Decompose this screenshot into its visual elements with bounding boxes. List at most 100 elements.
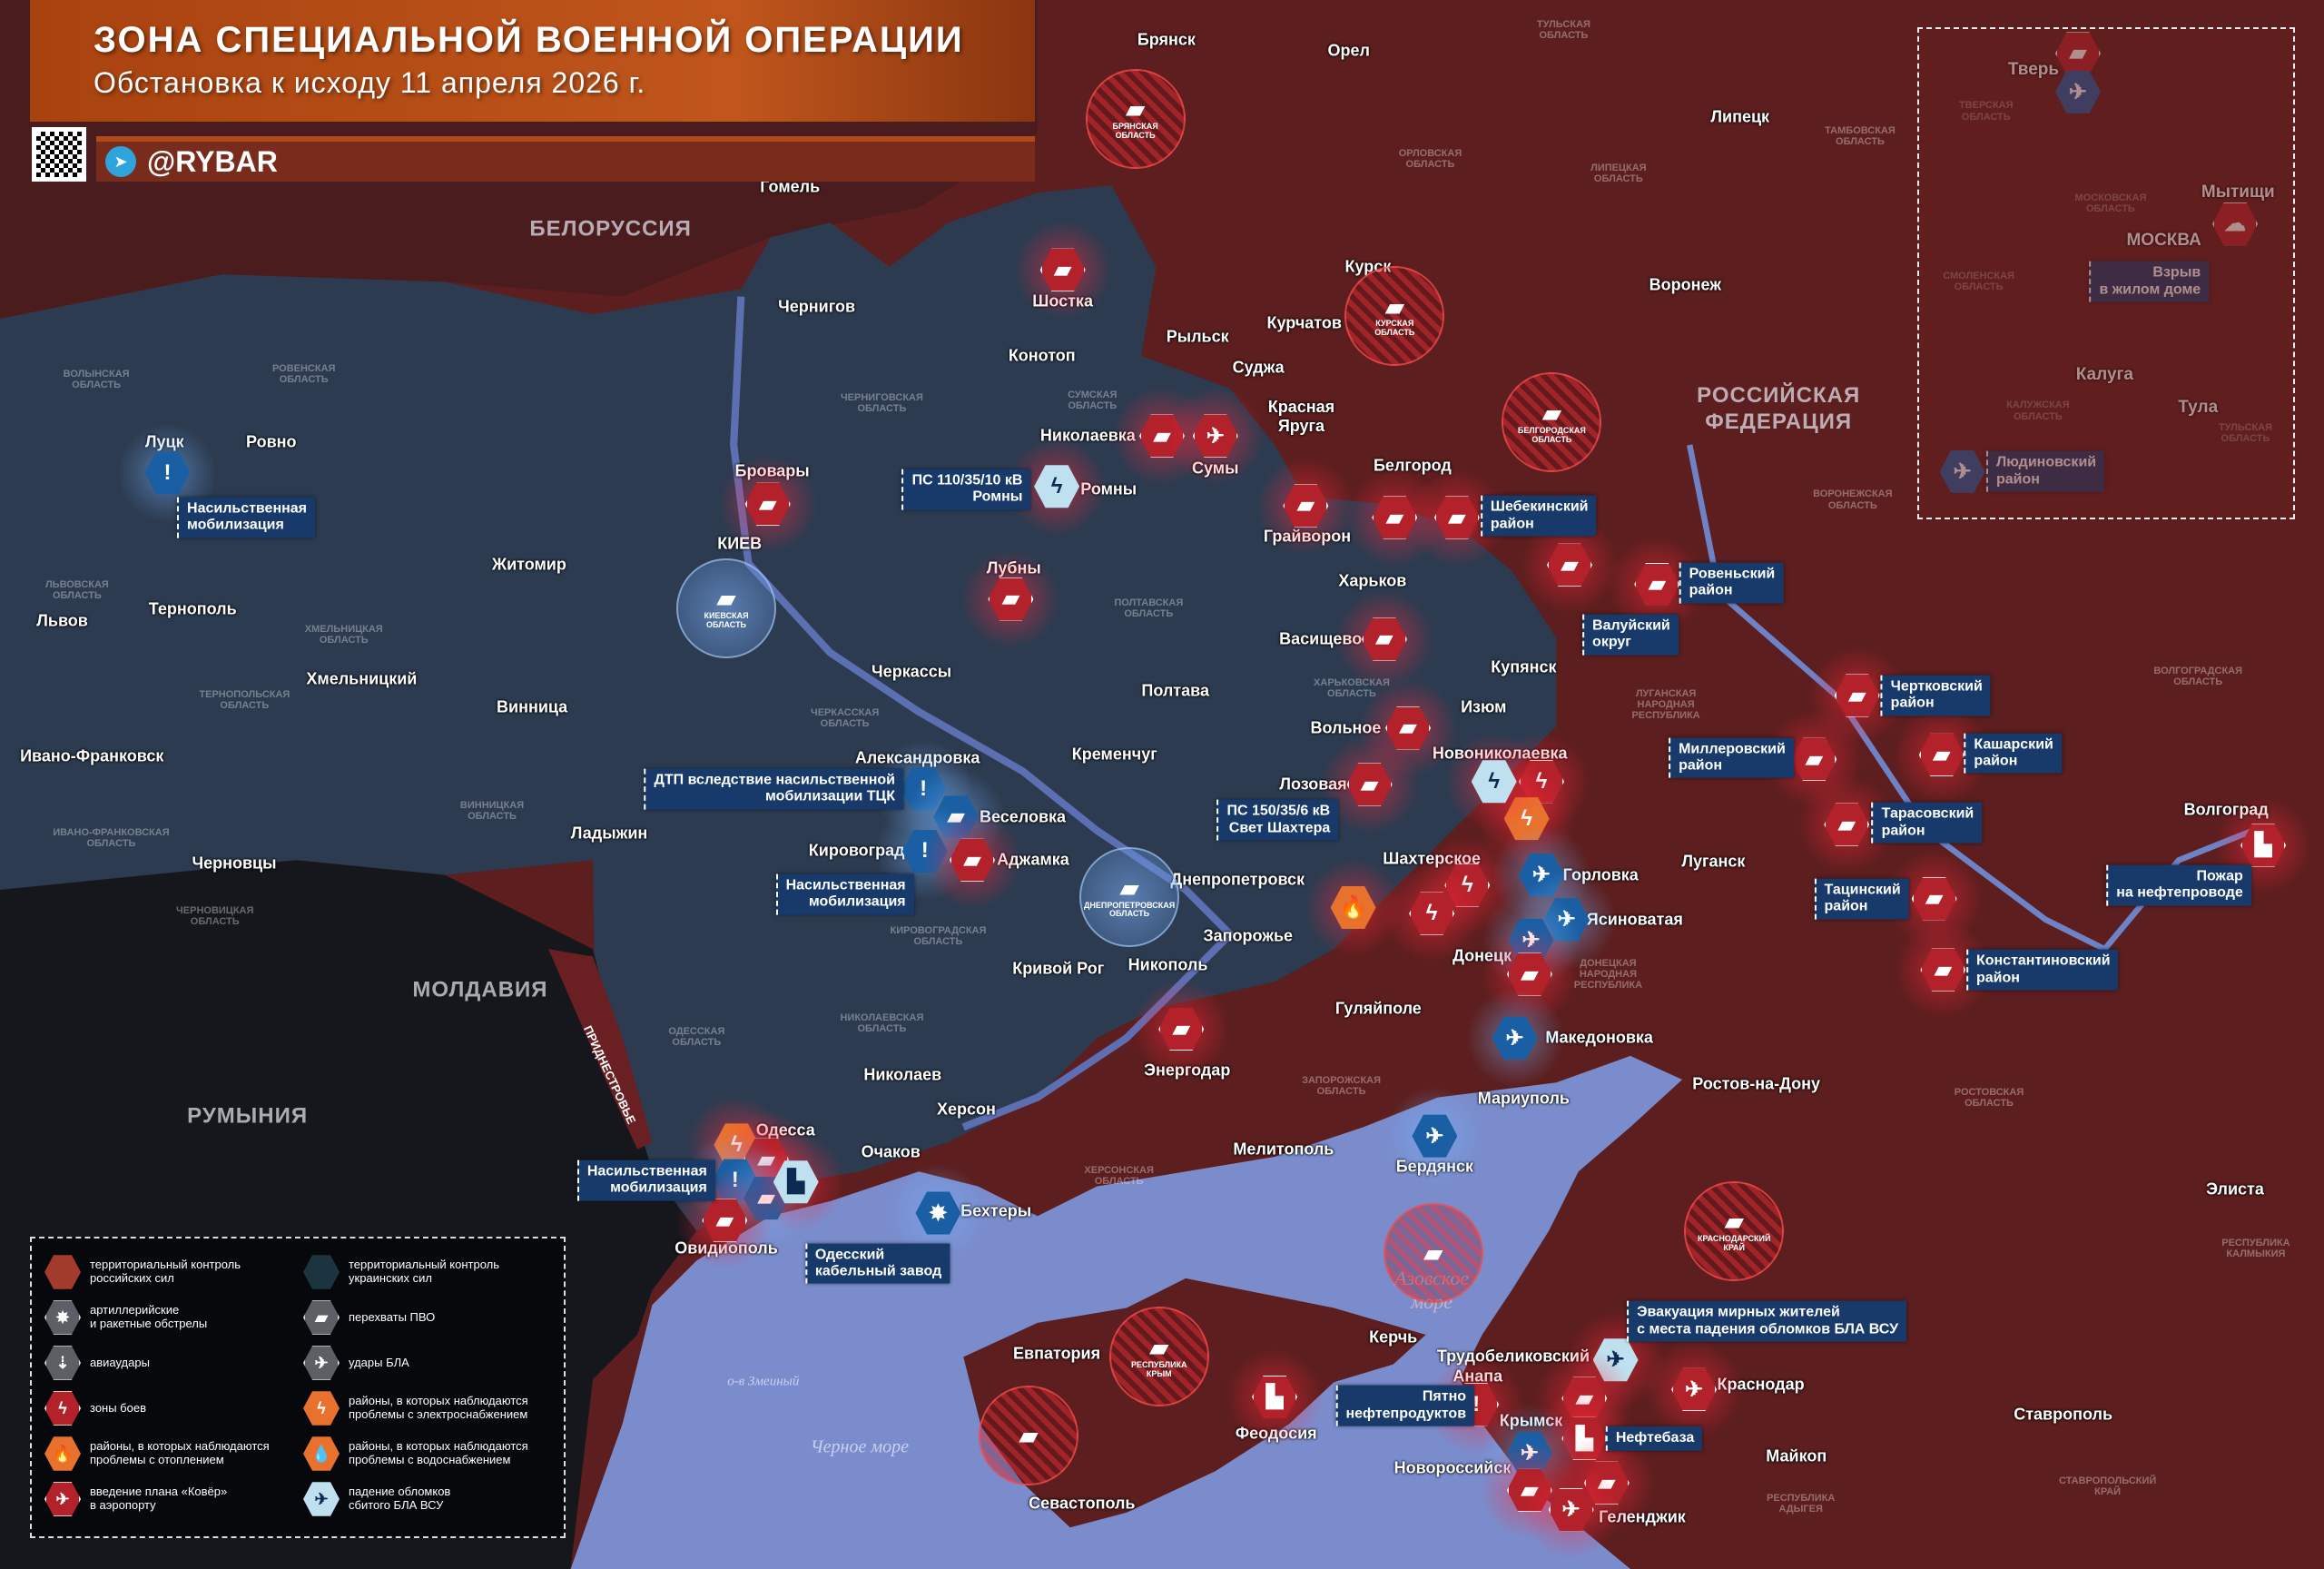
air-defense-icon[interactable]: ▰ bbox=[1546, 543, 1592, 587]
air-defense-icon[interactable]: ▰ bbox=[1039, 248, 1086, 291]
water-icon: 💧 bbox=[303, 1436, 340, 1471]
legend-item: ✸ артиллерийские и ракетные обстрелы bbox=[44, 1295, 292, 1340]
event-callout[interactable]: Одесский кабельный завод bbox=[804, 1243, 950, 1284]
drone-icon[interactable]: ✈ bbox=[1412, 1114, 1458, 1158]
city-label: Грайворон bbox=[1263, 527, 1352, 546]
city-label: Лубны bbox=[986, 558, 1041, 577]
fight-zone-icon[interactable]: ϟ bbox=[1409, 892, 1455, 935]
city-label: Черновцы bbox=[192, 854, 277, 873]
city-label: Чернигов bbox=[778, 297, 856, 316]
city-label: Вольное bbox=[1310, 718, 1382, 737]
event-callout[interactable]: ПС 110/35/10 кВ Ромны bbox=[901, 469, 1031, 510]
city-label: Новороссийск bbox=[1393, 1458, 1512, 1477]
city-label: Кривой Рог bbox=[1012, 959, 1105, 978]
city-label: Харьков bbox=[1338, 571, 1407, 590]
city-label: Александровка bbox=[854, 748, 980, 767]
event-callout[interactable]: Насильственная мобилизация bbox=[576, 1159, 715, 1201]
drone-icon: ✈ bbox=[303, 1482, 340, 1516]
event-callout[interactable]: Насильственная мобилизация bbox=[177, 497, 316, 538]
air-defense-icon[interactable]: ▰ bbox=[1158, 1007, 1205, 1051]
region-label: ТУЛЬСКАЯ ОБЛАСТЬ bbox=[1536, 18, 1590, 41]
legend-item: ▰ перехваты ПВО bbox=[303, 1295, 551, 1340]
event-callout[interactable]: Валуйский округ bbox=[1582, 614, 1679, 656]
drone-icon[interactable]: ✈ bbox=[1492, 1016, 1538, 1060]
event-callout[interactable]: Константиновский район bbox=[1965, 949, 2119, 991]
telegram-icon: ➤ bbox=[105, 146, 136, 177]
country-label: РОССИЙСКАЯ ФЕДЕРАЦИЯ bbox=[1697, 382, 1861, 434]
fire-icon: 🔥 bbox=[44, 1436, 81, 1471]
city-label: Майкоп bbox=[1766, 1446, 1827, 1465]
region-label: ЧЕРНОВИЦКАЯ ОБЛАСТЬ bbox=[176, 905, 254, 928]
region-label: ЛУГАНСКАЯ НАРОДНАЯ РЕСПУБЛИКА bbox=[1631, 687, 1700, 721]
event-callout[interactable]: Эвакуация мирных жителей с места падения… bbox=[1627, 1300, 1907, 1342]
event-callout[interactable]: Нефтебаза bbox=[1605, 1426, 1703, 1451]
airplane-icon[interactable]: ✈ bbox=[1548, 1488, 1594, 1532]
event-callout[interactable]: Тарасовский район bbox=[1871, 803, 1983, 844]
air-defense-icon[interactable]: ▰ bbox=[1634, 563, 1680, 606]
air-defense-icon[interactable]: ▰ bbox=[1361, 617, 1407, 661]
event-callout[interactable]: Ровеньский район bbox=[1679, 562, 1784, 604]
event-callout[interactable]: Миллеровский район bbox=[1669, 737, 1794, 778]
air-defense-icon[interactable]: ▰ bbox=[1283, 484, 1329, 528]
city-label: Купянск bbox=[1491, 657, 1557, 676]
air-defense-icon: ▰ bbox=[1725, 1208, 1744, 1236]
qr-code[interactable] bbox=[32, 127, 86, 182]
region-label: ЛИПЕЦКАЯ ОБЛАСТЬ bbox=[1590, 162, 1647, 185]
air-defense-icon[interactable]: ▰ bbox=[1346, 763, 1393, 806]
city-label: Херсон bbox=[937, 1100, 996, 1119]
region-label: ВИННИЦКАЯ ОБЛАСТЬ bbox=[459, 800, 525, 823]
air-defense-icon: ▰ bbox=[1542, 400, 1561, 428]
transnistria bbox=[548, 949, 653, 1150]
air-defense-icon[interactable]: ▰ bbox=[988, 577, 1034, 621]
sea-label: о-в Змеиный bbox=[727, 1374, 800, 1389]
region-strike-circle: ▰ БЕЛГОРОДСКАЯ ОБЛАСТЬ bbox=[1502, 372, 1602, 473]
air-defense-icon[interactable]: ▰ bbox=[950, 838, 996, 882]
event-callout[interactable]: Пятно нефтепродуктов bbox=[1335, 1385, 1475, 1426]
city-label: Феодосия bbox=[1235, 1424, 1317, 1443]
event-callout[interactable]: Шебекинский район bbox=[1480, 495, 1597, 537]
airplane-icon[interactable]: ✈ bbox=[1671, 1367, 1718, 1411]
air-defense-icon[interactable]: ▰ bbox=[702, 1199, 748, 1242]
power-icon[interactable]: ϟ bbox=[1034, 465, 1080, 508]
shelling-icon[interactable]: ✸ bbox=[915, 1191, 961, 1235]
legend-text: районы, в которых наблюдаются проблемы с… bbox=[349, 1394, 528, 1421]
city-label: Луганск bbox=[1681, 852, 1746, 871]
city-label: Ладыжин bbox=[570, 824, 648, 843]
event-callout[interactable]: Кашарский район bbox=[1964, 733, 2062, 775]
city-label: Днепропетровск bbox=[1170, 870, 1305, 889]
event-callout[interactable]: Пожар на нефтепроводе bbox=[2106, 864, 2251, 906]
event-callout[interactable]: Чертковский район bbox=[1880, 675, 1991, 716]
region-label: ДОНЕЦКАЯ НАРОДНАЯ РЕСПУБЛИКА bbox=[1573, 957, 1643, 992]
event-callout[interactable]: Тацинский район bbox=[1814, 878, 1909, 920]
air-defense-icon: ▰ bbox=[1423, 1238, 1443, 1267]
city-label: Запорожье bbox=[1203, 926, 1294, 945]
region-strike-circle: ▰ РЕСПУБЛИКА КРЫМ bbox=[1108, 1307, 1209, 1407]
telegram-bar[interactable]: ➤ @RYBAR bbox=[96, 136, 1035, 182]
region-label: РЕСПУБЛИКА АДЫГЕЯ bbox=[1767, 1493, 1836, 1515]
region-label: ЛЬВОВСКАЯ ОБЛАСТЬ bbox=[44, 578, 109, 602]
fire-icon[interactable]: 🔥 bbox=[1330, 886, 1376, 930]
event-callout[interactable]: Насильственная мобилизация bbox=[775, 873, 914, 915]
header: ЗОНА СПЕЦИАЛЬНОЙ ВОЕННОЙ ОПЕРАЦИИ Обстан… bbox=[30, 0, 1035, 122]
legend-text: зоны боев bbox=[90, 1400, 146, 1415]
air-defense-icon[interactable]: ▰ bbox=[1791, 737, 1837, 781]
region-label: ИВАНО-ФРАНКОВСКАЯ ОБЛАСТЬ bbox=[53, 826, 170, 849]
air-defense-icon: ▰ bbox=[1126, 95, 1145, 123]
air-defense-icon[interactable]: ▰ bbox=[1433, 496, 1480, 539]
city-label: Гомель bbox=[760, 177, 821, 196]
legend-item: ✈ удары БЛА bbox=[303, 1340, 551, 1386]
region-label: ВОЛГОГРАДСКАЯ ОБЛАСТЬ bbox=[2153, 665, 2243, 687]
event-callout[interactable]: ПС 150/35/6 кВ Свет Шахтера bbox=[1216, 799, 1339, 841]
city-label: Брянск bbox=[1137, 30, 1196, 49]
drone-icon[interactable]: ✈ bbox=[1192, 414, 1238, 458]
factory-icon[interactable]: ▙ bbox=[1252, 1376, 1298, 1419]
factory-icon[interactable]: ▙ bbox=[773, 1160, 819, 1204]
event-callout[interactable]: ДТП вследствие насильственной мобилизаци… bbox=[644, 768, 903, 810]
region-label: СТАВРОПОЛЬСКИЙ КРАЙ bbox=[2058, 1475, 2157, 1497]
city-label: КИЕВ bbox=[717, 534, 763, 553]
air-defense-icon: ▰ bbox=[303, 1300, 340, 1335]
city-label: Бердянск bbox=[1395, 1157, 1474, 1176]
telegram-handle[interactable]: @RYBAR bbox=[147, 144, 278, 178]
city-label: Мелитополь bbox=[1233, 1140, 1334, 1159]
power-icon[interactable]: ϟ bbox=[1471, 760, 1517, 804]
